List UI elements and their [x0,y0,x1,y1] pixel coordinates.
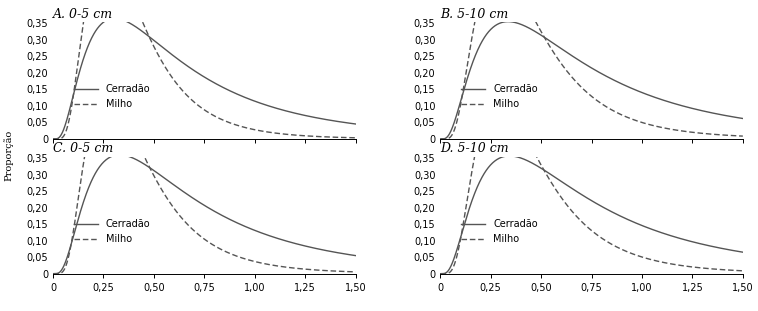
Legend: Cerradão, Milho: Cerradão, Milho [70,215,155,248]
Legend: Cerradão, Milho: Cerradão, Milho [457,81,542,113]
Text: B. 5-10 cm: B. 5-10 cm [440,7,509,21]
Text: D. 5-10 cm: D. 5-10 cm [440,142,509,156]
Legend: Cerradão, Milho: Cerradão, Milho [70,81,155,113]
Text: A. 0-5 cm: A. 0-5 cm [53,7,113,21]
Text: Proporção: Proporção [4,130,14,181]
Text: C. 0-5 cm: C. 0-5 cm [53,142,113,156]
Legend: Cerradão, Milho: Cerradão, Milho [457,215,542,248]
